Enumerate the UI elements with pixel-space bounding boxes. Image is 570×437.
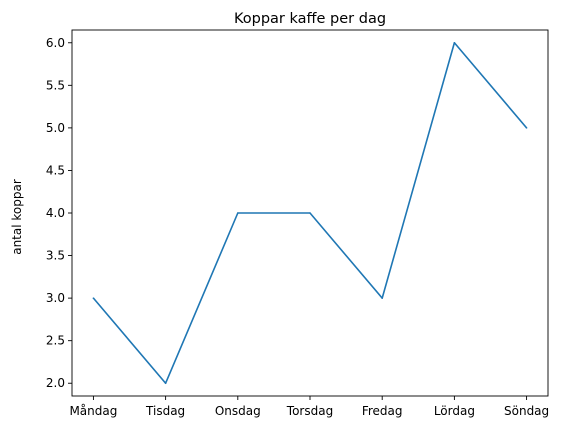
data-point-0-2 (237, 212, 239, 214)
data-point-0-1 (164, 382, 167, 385)
chart-title: Koppar kaffe per dag (234, 11, 386, 27)
plot-frame (71, 29, 549, 397)
y-tick-label-7: 5.5 (46, 78, 65, 92)
y-tick-label-8: 6.0 (46, 36, 65, 50)
plot-area: Måndag Tisdag Onsdag Torsdag Fredag Lördag Sön… (46, 36, 549, 418)
x-tick-label-2: Onsdag (215, 404, 261, 418)
y-tick-label-0: 2.0 (46, 376, 65, 390)
y-axis-label: antal koppar (10, 179, 24, 255)
y-tick-label-4: 4.0 (46, 206, 65, 220)
y-tick-label-3: 3.5 (46, 249, 65, 263)
data-point-0-3 (309, 212, 311, 214)
x-tick-label-1: Tisdag (145, 404, 185, 418)
y-tick-label-6: 5.0 (46, 121, 65, 135)
x-tick-label-5: Lördag (434, 404, 475, 418)
x-tick-label-4: Fredag (362, 404, 403, 418)
data-point-0-0 (92, 297, 95, 299)
x-tick-label-6: Söndag (504, 404, 549, 418)
x-tick-label-3: Torsdag (286, 404, 333, 418)
y-tick-label-5: 4.5 (46, 163, 65, 177)
x-tick-label-0: Måndag (69, 404, 117, 418)
data-point-0-6 (525, 127, 528, 129)
y-tick-label-1: 2.5 (46, 334, 65, 348)
y-tick-label-2: 3.0 (46, 291, 65, 305)
data-point-0-4 (381, 297, 383, 299)
data-point-0-5 (453, 41, 456, 44)
